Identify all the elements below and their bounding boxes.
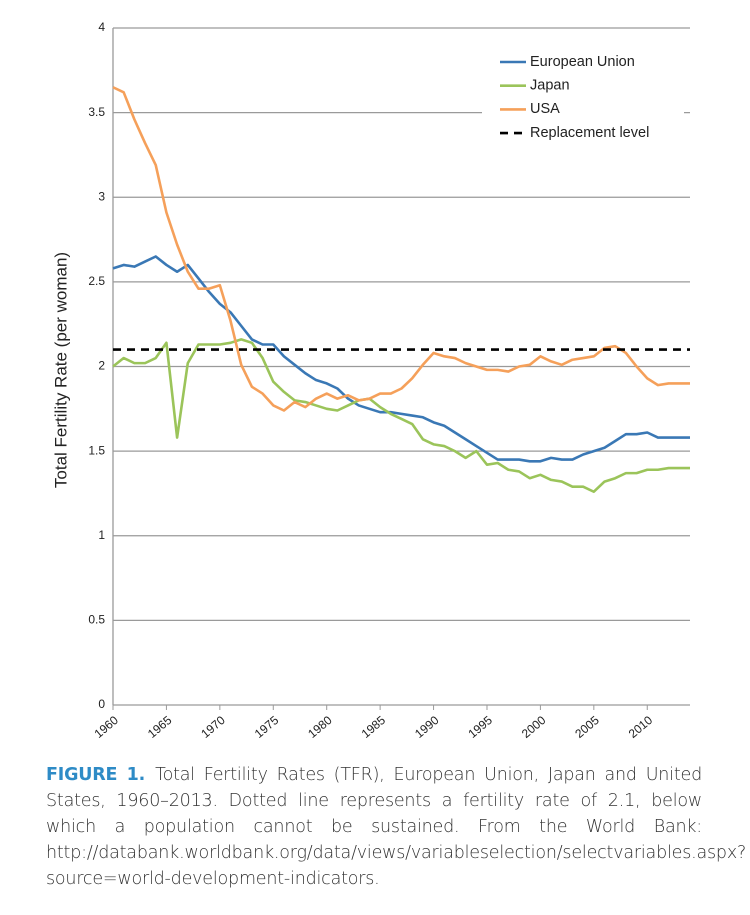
x-tick-label: 1990	[412, 713, 442, 741]
y-tick-label: 2	[98, 359, 105, 373]
y-tick-label: 2.5	[88, 274, 105, 288]
y-tick-label: 4	[98, 20, 105, 34]
x-tick-label: 1975	[252, 713, 282, 741]
caption: FIGURE 1. Total Fertility Rates (TFR), Eu…	[46, 762, 746, 892]
y-tick-label: 1	[98, 528, 105, 542]
y-tick-label: 1.5	[88, 443, 105, 457]
x-tick-label: 1980	[305, 713, 335, 741]
caption-text: Total Fertility Rates (TFR), European Un…	[46, 765, 747, 889]
x-tick-label: 1995	[465, 713, 495, 741]
y-tick-label: 3	[98, 189, 105, 203]
x-tick-label: 1985	[359, 713, 389, 741]
y-tick-label: 0	[98, 697, 105, 711]
legend-label: USA	[530, 101, 560, 117]
x-tick-label: 1965	[145, 713, 175, 741]
series-line	[112, 255, 690, 463]
y-axis-label: Total Fertility Rate (per woman)	[51, 252, 70, 488]
series-line	[112, 86, 690, 412]
caption-label: FIGURE 1.	[46, 765, 146, 785]
x-tick-label: 1960	[92, 713, 122, 741]
x-tick-label: 2000	[519, 713, 549, 741]
legend-label: Japan	[530, 78, 570, 94]
legend-label: Replacement level	[530, 125, 649, 141]
x-tick-label: 2010	[626, 713, 656, 741]
y-tick-label: 0.5	[88, 613, 105, 627]
x-tick-label: 2005	[572, 713, 602, 741]
x-tick-label: 1970	[198, 713, 228, 741]
legend-label: European Union	[530, 54, 635, 70]
chart: Total Fertility Rate (per woman) 0 0.5 1 1.…	[51, 20, 690, 741]
series-line	[112, 338, 690, 494]
y-tick-label: 3.5	[88, 105, 105, 119]
